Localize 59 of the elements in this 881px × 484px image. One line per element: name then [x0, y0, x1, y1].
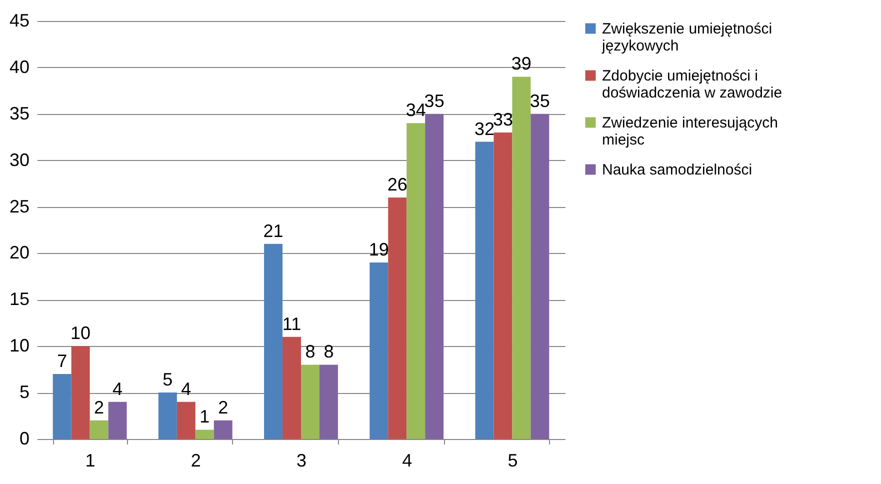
bar: [158, 392, 177, 439]
y-tick-label: 5: [19, 382, 30, 402]
legend-label: Zwiększenie umiejętności językowych: [601, 20, 772, 54]
bar: [282, 336, 301, 439]
bar: [530, 114, 550, 439]
data-label: 2: [218, 397, 228, 418]
data-label: 4: [181, 378, 192, 399]
data-label: 32: [474, 118, 494, 139]
bar: [425, 114, 444, 439]
data-label: 19: [368, 240, 389, 260]
bar: [108, 402, 127, 439]
data-label: 26: [387, 174, 408, 194]
x-tick-label: 5: [508, 450, 518, 470]
data-label: 35: [530, 90, 550, 111]
bar: [214, 420, 232, 439]
data-label: 21: [263, 220, 284, 241]
bar: [264, 244, 283, 439]
data-label: 11: [282, 314, 302, 334]
bar: [195, 430, 214, 439]
bar: [301, 364, 320, 439]
bar: [388, 197, 407, 439]
data-label: 5: [162, 370, 173, 390]
data-label: 1: [200, 406, 210, 427]
bar: [370, 262, 388, 439]
data-label: 35: [424, 90, 444, 111]
y-tick-label: 45: [9, 10, 30, 30]
x-tick-label: 3: [296, 450, 307, 470]
data-label: 39: [511, 54, 532, 74]
bar: [71, 346, 90, 439]
legend-label: Zwiedzenie interesujących miejsc: [602, 114, 778, 148]
x-tick-label: 1: [85, 450, 96, 470]
bar: [319, 364, 338, 439]
data-label: 7: [57, 350, 68, 371]
bar: [176, 402, 196, 439]
y-tick-label: 40: [9, 56, 30, 77]
y-tick-label: 10: [9, 336, 30, 356]
data-label: 4: [112, 378, 123, 399]
bar: [90, 420, 108, 439]
data-label: 34: [406, 100, 426, 120]
data-label: 10: [70, 323, 91, 344]
y-tick-label: 30: [9, 150, 30, 170]
x-tick-label: 2: [190, 450, 201, 470]
y-tick-label: 15: [9, 289, 30, 310]
bar: [494, 132, 512, 439]
legend-label: Nauka samodzielności: [602, 162, 752, 178]
data-label: 2: [94, 397, 104, 418]
y-tick-label: 25: [9, 196, 30, 216]
x-tick-label: 4: [402, 450, 412, 470]
legend-label: Zdobycie umiejętności i doświadczenia w zawodzie: [602, 68, 782, 102]
data-label: 8: [324, 342, 334, 362]
data-label: 33: [492, 109, 513, 130]
y-tick-label: 35: [9, 103, 30, 124]
y-tick-label: 0: [19, 428, 30, 448]
bar: [52, 374, 72, 439]
y-tick-label: 20: [9, 242, 30, 263]
bar: [475, 142, 494, 439]
data-label: 8: [305, 342, 316, 362]
bar: [512, 76, 531, 439]
bar: [406, 123, 426, 439]
